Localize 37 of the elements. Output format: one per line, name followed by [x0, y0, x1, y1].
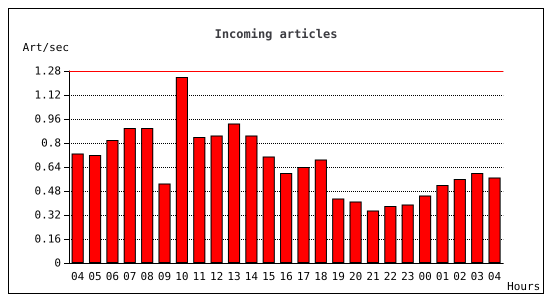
y-tick-label: 0.48: [34, 184, 61, 198]
x-tick-label: 22: [384, 270, 397, 283]
x-tick-label: 18: [314, 270, 328, 283]
x-axis-title: Hours: [507, 280, 540, 293]
y-tick-label: 0: [54, 256, 61, 270]
y-tick-label: 0.96: [34, 112, 61, 126]
x-tick-label: 04: [488, 270, 502, 283]
x-tick-label: 20: [348, 270, 362, 283]
x-tick-label: 03: [470, 270, 484, 283]
x-tick-label: 02: [453, 270, 466, 283]
y-tick-label: 0.64: [34, 160, 62, 174]
x-tick-label: 11: [192, 270, 206, 283]
x-tick-label: 14: [244, 270, 258, 283]
y-tick-label: 0.32: [34, 208, 61, 222]
y-axis-title: Art/sec: [22, 41, 69, 54]
x-tick-label: 12: [210, 270, 224, 283]
x-tick-label: 08: [140, 270, 154, 283]
x-tick-label: 07: [123, 270, 136, 283]
x-tick-label: 10: [175, 270, 189, 283]
x-tick-label: 13: [227, 270, 241, 283]
y-tick-label: 1.12: [34, 88, 61, 102]
x-tick-label: 19: [332, 270, 345, 283]
x-tick-label: 00: [418, 270, 432, 283]
x-tick-label: 16: [279, 270, 293, 283]
chart-title: Incoming articles: [214, 27, 338, 41]
x-tick-label: 21: [366, 270, 380, 283]
x-tick-label: 04: [71, 270, 85, 283]
x-tick-label: 05: [88, 270, 102, 283]
x-tick-label: 15: [262, 270, 276, 283]
x-tick-label: 01: [436, 270, 450, 283]
y-tick-label: 0.8: [41, 136, 61, 150]
x-tick-label: 06: [106, 270, 120, 283]
y-tick-label: 0.16: [34, 232, 61, 246]
x-tick-label: 17: [296, 270, 310, 283]
x-tick-label: 09: [158, 270, 172, 283]
y-tick-label: 1.28: [34, 64, 61, 78]
x-tick-label: 23: [401, 270, 414, 283]
